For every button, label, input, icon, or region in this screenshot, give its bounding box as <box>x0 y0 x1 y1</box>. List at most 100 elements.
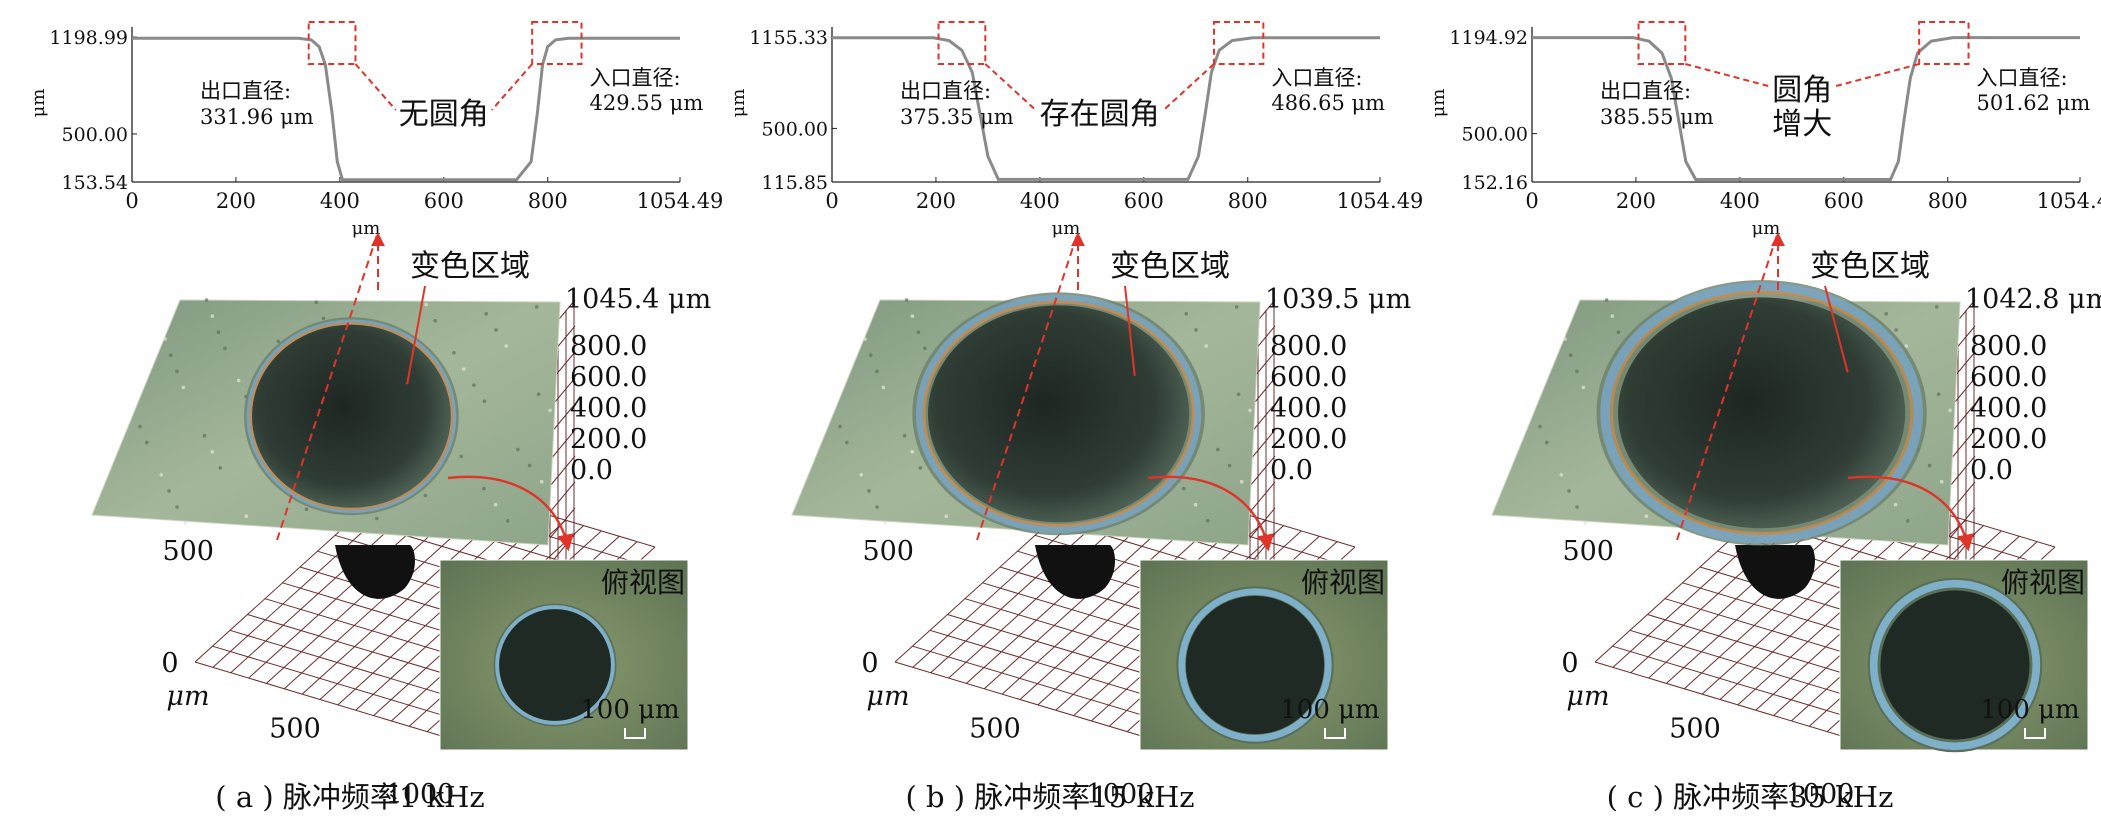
surface-speckle <box>1948 408 1952 413</box>
surface-speckle <box>883 521 888 525</box>
surface-speckle <box>867 489 871 493</box>
surface-speckle <box>1575 369 1579 374</box>
surface-speckle <box>321 316 326 321</box>
profile-plot: 0 200 400 600 800 1054.49 1198.99 500.00 153.54 μ… <box>28 21 723 239</box>
hole-axis-dashed <box>976 231 1079 541</box>
corner-pointer-right <box>1835 63 1920 87</box>
corner-note: 增大 <box>1772 107 1832 142</box>
wall-grid-line <box>1249 507 1276 539</box>
profile-plot: 0 200 400 600 800 1054.49 1155.33 500.00 115.85 μ… <box>728 21 1423 239</box>
surface-speckle <box>433 318 437 323</box>
surface-speckle <box>169 353 173 358</box>
surface-speckle <box>1581 385 1586 390</box>
surface-speckle <box>1567 489 1571 493</box>
discolored-ring <box>1600 282 1923 544</box>
corner-note: 圆角 <box>1772 73 1832 108</box>
top-view-label: 俯视图 <box>2001 566 2085 599</box>
surface-speckle <box>236 378 241 383</box>
surface-speckle <box>423 493 428 498</box>
profile-line <box>832 36 1380 181</box>
corner-box <box>1918 21 1970 65</box>
y-tick-label: 500.00 <box>62 124 128 146</box>
x-tick-label: 0 <box>1525 189 1538 213</box>
discolored-ring-inner <box>922 300 1195 527</box>
wall-grid-line <box>549 429 576 461</box>
scale-bar <box>2024 728 2046 739</box>
surface-speckle <box>875 369 879 374</box>
surface-speckle <box>1884 312 1889 316</box>
corner-note: 无圆角 <box>399 97 489 132</box>
x-tick-label: 600 <box>1124 189 1164 213</box>
floor-unit-label: μm <box>1566 681 1609 712</box>
surface-speckle <box>304 507 309 512</box>
profile-figure-c: 0 200 400 600 800 1054.49 1194.92 500.00 152.16 μ… <box>1428 21 2101 810</box>
surface-speckle <box>181 385 186 390</box>
discolored-ring-inner <box>1610 290 1914 535</box>
surface-speckle <box>918 466 923 470</box>
discolored-zone-label: 变色区域 <box>410 249 530 284</box>
top-view-label: 俯视图 <box>601 566 685 599</box>
z-tick-label: 800.0 <box>570 331 647 362</box>
y-tick-label: 500.00 <box>762 118 828 140</box>
scale-bar <box>624 728 646 739</box>
profile-plot: 0 200 400 600 800 1054.49 1194.92 500.00 152.16 μ… <box>1428 21 2101 239</box>
surface-speckle <box>1893 502 1898 507</box>
surface-speckle <box>210 314 215 318</box>
surface-speckle <box>1538 424 1542 429</box>
x-tick-label: 800 <box>528 189 568 213</box>
z-tick-label: 200.0 <box>570 424 647 455</box>
scale-bar-label: 100 μm <box>580 695 679 725</box>
surface-speckle <box>859 473 864 477</box>
top-view-arrow <box>1147 475 1274 552</box>
z-tick-label: 800.0 <box>1970 331 2047 362</box>
x-tick-label: 200 <box>216 189 256 213</box>
corner-box <box>307 21 357 65</box>
wall-grid-line <box>1949 481 1976 513</box>
discolored-zone-label: 变色区域 <box>1810 249 1930 284</box>
wall-grid-line <box>549 481 576 513</box>
surface-speckle <box>527 463 532 468</box>
surface-speckle <box>910 314 915 318</box>
caption-a: ( a ) 脉冲频率1 kHz <box>215 780 485 814</box>
scale-bar <box>1324 728 1346 739</box>
discolored-ring-inner <box>249 322 454 511</box>
surface-speckle <box>175 505 179 509</box>
x-tick-label: 0 <box>125 189 138 213</box>
entry-diameter-label: 入口直径: <box>1271 66 1362 90</box>
floor-grid-line <box>929 629 1181 706</box>
floor-x-tick-label: 0 <box>861 648 878 679</box>
z-tick-label: 600.0 <box>1270 362 1347 393</box>
surface-speckle <box>204 298 209 302</box>
surface-speckle <box>1927 463 1932 468</box>
hole-cavity <box>928 305 1190 523</box>
y-tick-label: 153.54 <box>62 172 128 194</box>
y-axis-label: μm <box>28 89 49 118</box>
entry-diameter-value: 501.62 μm <box>1977 91 2091 115</box>
top-view-arrow <box>447 475 574 552</box>
surface-speckle <box>1583 521 1588 525</box>
floor-x-tick-label: 500 <box>1669 714 1721 745</box>
x-tick-label: 800 <box>1928 189 1968 213</box>
exit-hole-blob <box>1035 545 1115 599</box>
top-view-hole <box>1880 590 2030 740</box>
top-view-ring <box>495 605 615 725</box>
panel-a: 0 200 400 600 800 1054.49 1198.99 500.00 153.54 μ… <box>0 0 723 824</box>
surface-speckle <box>869 353 873 358</box>
top-view-hole <box>499 609 611 721</box>
surface-speckle <box>1616 330 1621 335</box>
exit-diameter-value: 331.96 μm <box>200 105 314 129</box>
surface-speckle <box>844 440 849 445</box>
z-tick-label: 200.0 <box>1970 424 2047 455</box>
surface-speckle <box>1939 479 1944 484</box>
top-view-inset: 俯视图 100 μm <box>1839 559 2089 753</box>
wall-grid-line <box>549 455 576 487</box>
floor-grid-line <box>194 661 446 738</box>
exit-diameter-label: 出口直径: <box>200 79 291 103</box>
surface-speckle <box>944 514 949 518</box>
x-tick-label: 200 <box>916 189 956 213</box>
scale-bar-label: 100 μm <box>1280 695 1379 725</box>
surface-speckle <box>516 447 520 452</box>
floor-x-tick-label: 0 <box>161 648 178 679</box>
z-tick-label: 200.0 <box>1270 424 1347 455</box>
